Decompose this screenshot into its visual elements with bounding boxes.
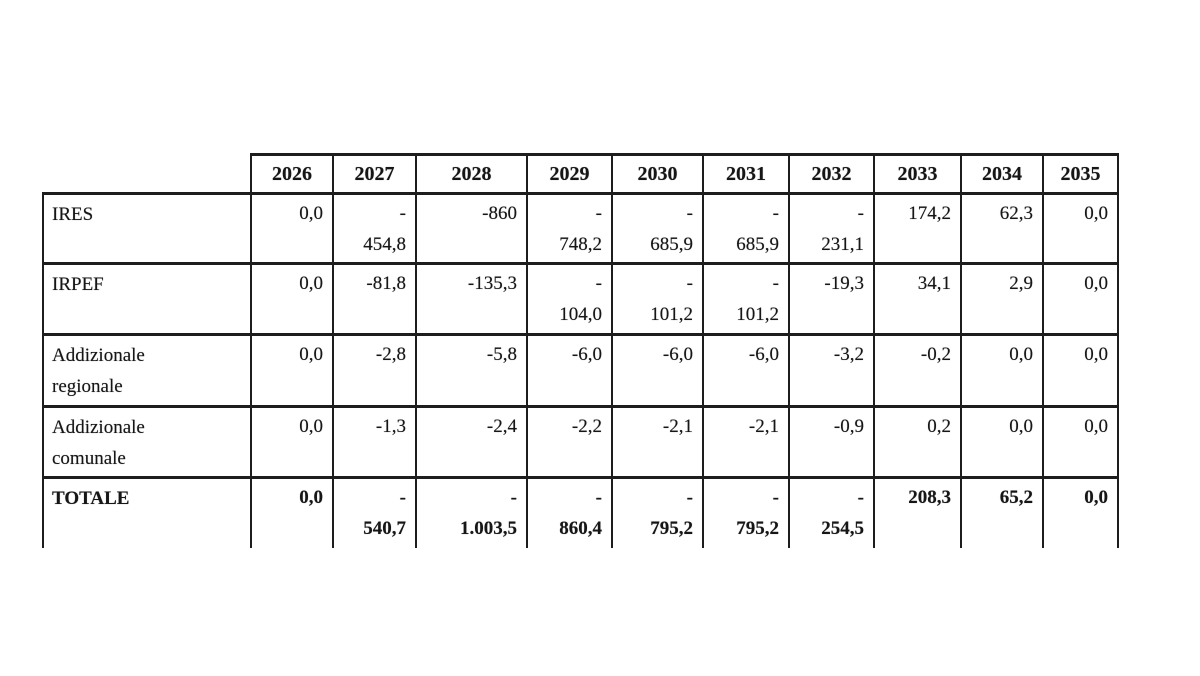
- value-cell: -5,8: [415, 333, 528, 408]
- value-cell: 0,0: [250, 405, 334, 479]
- value-cell: - 104,0: [526, 262, 613, 336]
- value-cell: 208,3: [873, 476, 962, 548]
- value-cell: -0,2: [873, 333, 962, 408]
- value-cell: 0,0: [1042, 333, 1119, 408]
- year-header-cell: 2027: [332, 153, 417, 195]
- value-cell: -1,3: [332, 405, 417, 479]
- financial-table: 2026 2027 2028 2029 2030 2031 2032 2033 2034 2035…: [42, 153, 1119, 548]
- row-label-cell: TOTALE: [42, 476, 252, 548]
- value-cell: -3,2: [788, 333, 875, 408]
- value-cell: -19,3: [788, 262, 875, 336]
- year-header-row: 2026 2027 2028 2029 2030 2031 2032 2033 2034 2035: [43, 153, 1119, 195]
- year-header-cell: 2028: [415, 153, 528, 195]
- table-row: IRPEF 0,0 -81,8 -135,3- 104,0- 101,2- 101,2…: [42, 262, 1119, 336]
- value-cell: 0,2: [873, 405, 962, 479]
- value-cell: -6,0: [526, 333, 613, 408]
- value-cell: 174,2: [873, 192, 962, 265]
- year-header-cell: 2033: [873, 153, 962, 195]
- value-cell: - 254,5: [788, 476, 875, 548]
- value-cell: 0,0: [1042, 476, 1119, 548]
- value-cell: - 540,7: [332, 476, 417, 548]
- value-cell: - 685,9: [611, 192, 704, 265]
- row-label-cell: Addizionale regionale: [42, 333, 252, 408]
- value-cell: 0,0: [960, 405, 1044, 479]
- year-header-cell: 2030: [611, 153, 704, 195]
- year-header-cell: 2029: [526, 153, 613, 195]
- value-cell: -2,1: [702, 405, 790, 479]
- value-cell: 2,9: [960, 262, 1044, 336]
- value-cell: -2,2: [526, 405, 613, 479]
- table-body: IRES 0,0- 454,8 -860- 748,2- 685,9- 685,9-…: [42, 192, 1119, 548]
- year-header-cell: 2034: [960, 153, 1044, 195]
- table-row: IRES 0,0- 454,8 -860- 748,2- 685,9- 685,9-…: [42, 192, 1119, 265]
- value-cell: - 101,2: [702, 262, 790, 336]
- value-cell: - 860,4: [526, 476, 613, 548]
- value-cell: 0,0: [250, 476, 334, 548]
- value-cell: 62,3: [960, 192, 1044, 265]
- value-cell: -2,8: [332, 333, 417, 408]
- value-cell: - 231,1: [788, 192, 875, 265]
- year-header-cell: 2031: [702, 153, 790, 195]
- value-cell: - 795,2: [611, 476, 704, 548]
- value-cell: -6,0: [611, 333, 704, 408]
- value-cell: - 685,9: [702, 192, 790, 265]
- value-cell: 0,0: [250, 333, 334, 408]
- row-label-cell: IRES: [42, 192, 252, 265]
- value-cell: 0,0: [960, 333, 1044, 408]
- value-cell: 65,2: [960, 476, 1044, 548]
- table-row: Addizionale regionale 0,0 -2,8 -5,8 -6,0 -6,0…: [42, 333, 1119, 408]
- row-label-cell: IRPEF: [42, 262, 252, 336]
- header-blank-cell: [43, 155, 251, 194]
- value-cell: -0,9: [788, 405, 875, 479]
- row-label-cell: Addizionale comunale: [42, 405, 252, 479]
- value-cell: 0,0: [1042, 262, 1119, 336]
- year-header-cell: 2032: [788, 153, 875, 195]
- value-cell: - 454,8: [332, 192, 417, 265]
- value-cell: - 101,2: [611, 262, 704, 336]
- value-cell: - 1.003,5: [415, 476, 528, 548]
- value-cell: -6,0: [702, 333, 790, 408]
- value-cell: -2,1: [611, 405, 704, 479]
- value-cell: - 748,2: [526, 192, 613, 265]
- value-cell: 0,0: [1042, 192, 1119, 265]
- value-cell: 0,0: [1042, 405, 1119, 479]
- value-cell: -2,4: [415, 405, 528, 479]
- value-cell: 34,1: [873, 262, 962, 336]
- year-header-cell: 2026: [250, 153, 334, 195]
- value-cell: -135,3: [415, 262, 528, 336]
- value-cell: 0,0: [250, 192, 334, 265]
- table-row: TOTALE 0,0- 540,7- 1.003,5- 860,4- 795,2-…: [42, 476, 1119, 548]
- value-cell: -860: [415, 192, 528, 265]
- table-clip-region: 2026 2027 2028 2029 2030 2031 2032 2033 2034 2035…: [42, 153, 1122, 548]
- value-cell: - 795,2: [702, 476, 790, 548]
- value-cell: -81,8: [332, 262, 417, 336]
- value-cell: 0,0: [250, 262, 334, 336]
- year-header-cell: 2035: [1042, 153, 1119, 195]
- table-row: Addizionale comunale 0,0 -1,3 -2,4 -2,2 -2,1-…: [42, 405, 1119, 479]
